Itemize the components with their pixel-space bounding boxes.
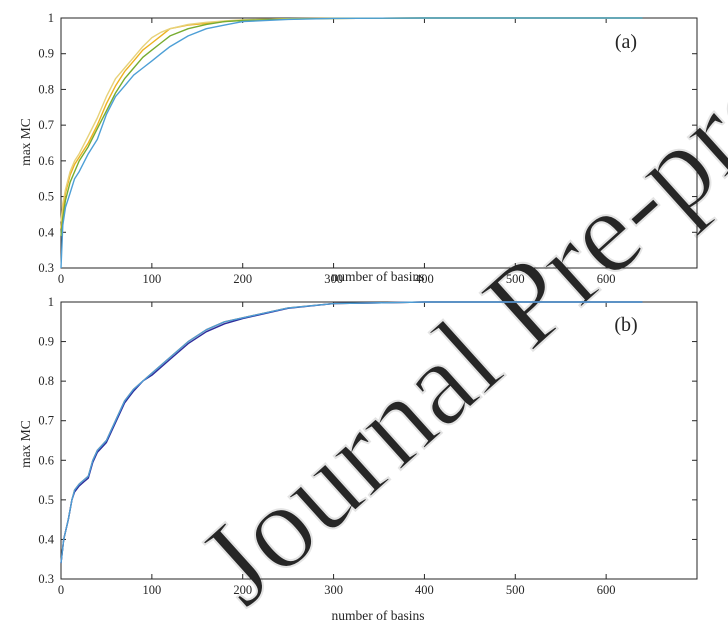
y-tick-label: 0.4 [38, 225, 54, 239]
series-line-b-2 [60, 301, 643, 564]
y-tick-label: 0.4 [38, 532, 54, 546]
x-tick-label: 600 [597, 272, 616, 286]
y-tick-label: 0.7 [38, 414, 54, 428]
x-tick-label: 500 [506, 272, 525, 286]
y-tick-label: 0.9 [38, 335, 54, 349]
y-tick-label: 0.3 [38, 261, 54, 275]
x-tick-label: 200 [233, 272, 252, 286]
panel-label-b: (b) [614, 314, 637, 336]
y-tick-label: 0.9 [38, 47, 54, 61]
x-tick-label: 100 [142, 272, 161, 286]
x-tick-label: 300 [324, 272, 343, 286]
series-line-a-3 [60, 17, 643, 269]
x-tick-label: 200 [233, 583, 252, 597]
x-tick-label: 300 [324, 583, 343, 597]
x-tick-label: 500 [506, 583, 525, 597]
y-tick-label: 0.7 [38, 118, 54, 132]
y-tick-label: 1 [48, 11, 54, 25]
x-axis-label-b: number of basins [332, 608, 425, 623]
x-tick-label: 600 [597, 583, 616, 597]
y-axis-label-a: max MC [18, 118, 33, 166]
chart-panel-b: max MC number of basins (b) 0 100 200 300 40… [18, 295, 698, 623]
y-tick-label: 0.8 [38, 82, 54, 96]
y-axis-label-b: max MC [18, 420, 33, 468]
y-tick-label: 0.6 [38, 453, 54, 467]
x-tick-label: 400 [415, 583, 434, 597]
x-tick-label: 400 [415, 272, 434, 286]
chart-panel-a: max MC number of basins (a) 0 100 200 300 40… [18, 11, 698, 286]
y-tick-label: 0.6 [38, 154, 54, 168]
y-tick-label: 0.8 [38, 374, 54, 388]
x-tick-label: 0 [58, 272, 64, 286]
y-tick-label: 0.5 [38, 190, 54, 204]
x-tick-label: 100 [142, 583, 161, 597]
y-tick-label: 0.5 [38, 493, 54, 507]
panel-label-a: (a) [615, 31, 637, 53]
plot-frame-b [60, 301, 698, 580]
x-axis-label-a: number of basins [332, 269, 425, 284]
x-tick-label: 0 [58, 583, 64, 597]
y-tick-label: 0.3 [38, 572, 54, 586]
series-line-a-2 [60, 17, 643, 236]
y-tick-label: 1 [48, 295, 54, 309]
